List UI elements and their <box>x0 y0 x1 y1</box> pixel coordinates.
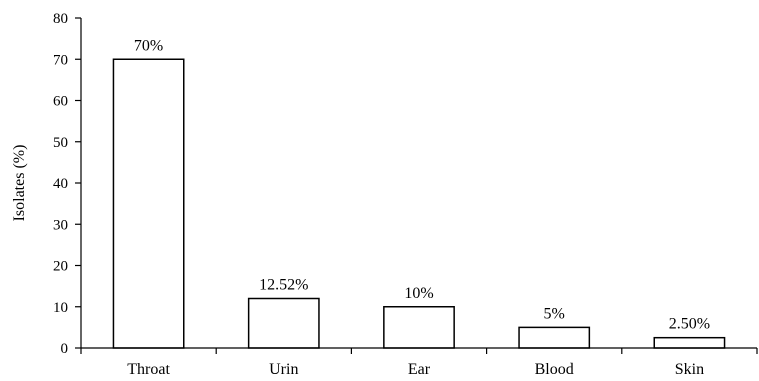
bar-blood <box>518 326 591 349</box>
category-label-blood: Blood <box>535 361 574 378</box>
y-tick-label-30: 30 <box>53 217 68 233</box>
category-label-skin: Skin <box>675 361 704 378</box>
data-label-skin: 2.50% <box>669 316 710 333</box>
x-axis-ticks <box>80 348 758 354</box>
y-tick-label-0: 0 <box>61 341 69 357</box>
bar-ear <box>383 306 455 349</box>
y-tick-label-50: 50 <box>53 135 68 151</box>
category-label-urin: Urin <box>269 361 298 378</box>
bars <box>112 58 726 349</box>
data-label-blood: 5% <box>544 305 565 322</box>
data-label-urin: 12.52% <box>259 277 308 294</box>
category-label-throat: Throat <box>127 361 170 378</box>
y-tick-label-40: 40 <box>53 176 68 192</box>
y-tick-label-20: 20 <box>53 259 68 275</box>
bar-urin <box>247 297 320 349</box>
y-axis-ticks: 0 10 20 30 40 50 60 70 80 <box>53 11 81 357</box>
y-tick-label-70: 70 <box>53 52 68 68</box>
category-label-ear: Ear <box>408 361 431 378</box>
bar-throat <box>112 58 185 349</box>
bar-skin <box>653 336 726 349</box>
y-tick-label-60: 60 <box>53 94 68 110</box>
data-labels: 70% Throat 12.52% Urin 10% Ear 5% Blood 2.50% Ski… <box>127 37 710 378</box>
data-label-throat: 70% <box>134 37 163 54</box>
y-tick-label-80: 80 <box>53 11 68 27</box>
data-label-ear: 10% <box>404 285 433 302</box>
y-axis-title: Isolates (%) <box>11 145 28 222</box>
y-tick-label-10: 10 <box>53 300 68 316</box>
